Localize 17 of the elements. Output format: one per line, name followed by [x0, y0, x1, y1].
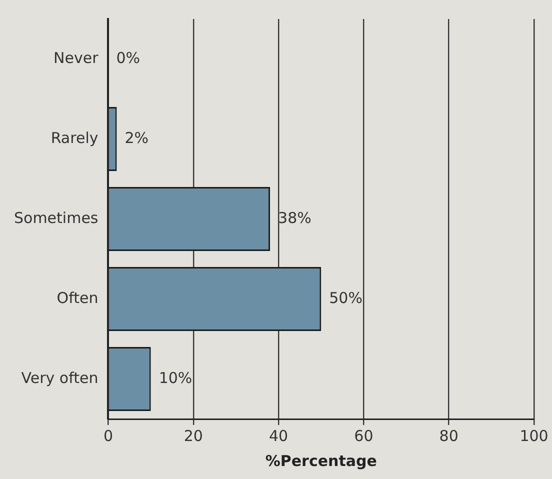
y-tick-label: Often: [56, 288, 98, 307]
y-tick-label: Never: [54, 48, 100, 67]
data-label: 50%: [329, 288, 362, 307]
x-tick-label: 0: [103, 426, 114, 445]
y-tick-label: Rarely: [50, 128, 98, 147]
x-tick-label: 100: [520, 426, 548, 445]
y-tick-label: Sometimes: [14, 208, 98, 227]
x-tick-label: 80: [439, 426, 458, 445]
x-tick-label: 20: [184, 426, 203, 445]
x-tick-label: 40: [269, 426, 288, 445]
data-label: 10%: [158, 368, 192, 387]
y-tick-label: Very often: [21, 368, 98, 387]
x-axis-title: %Percentage: [265, 452, 377, 470]
data-label: 38%: [278, 208, 312, 227]
data-label: 0%: [116, 48, 140, 67]
x-tick-label: 60: [354, 426, 374, 445]
data-label: 2%: [124, 128, 149, 147]
